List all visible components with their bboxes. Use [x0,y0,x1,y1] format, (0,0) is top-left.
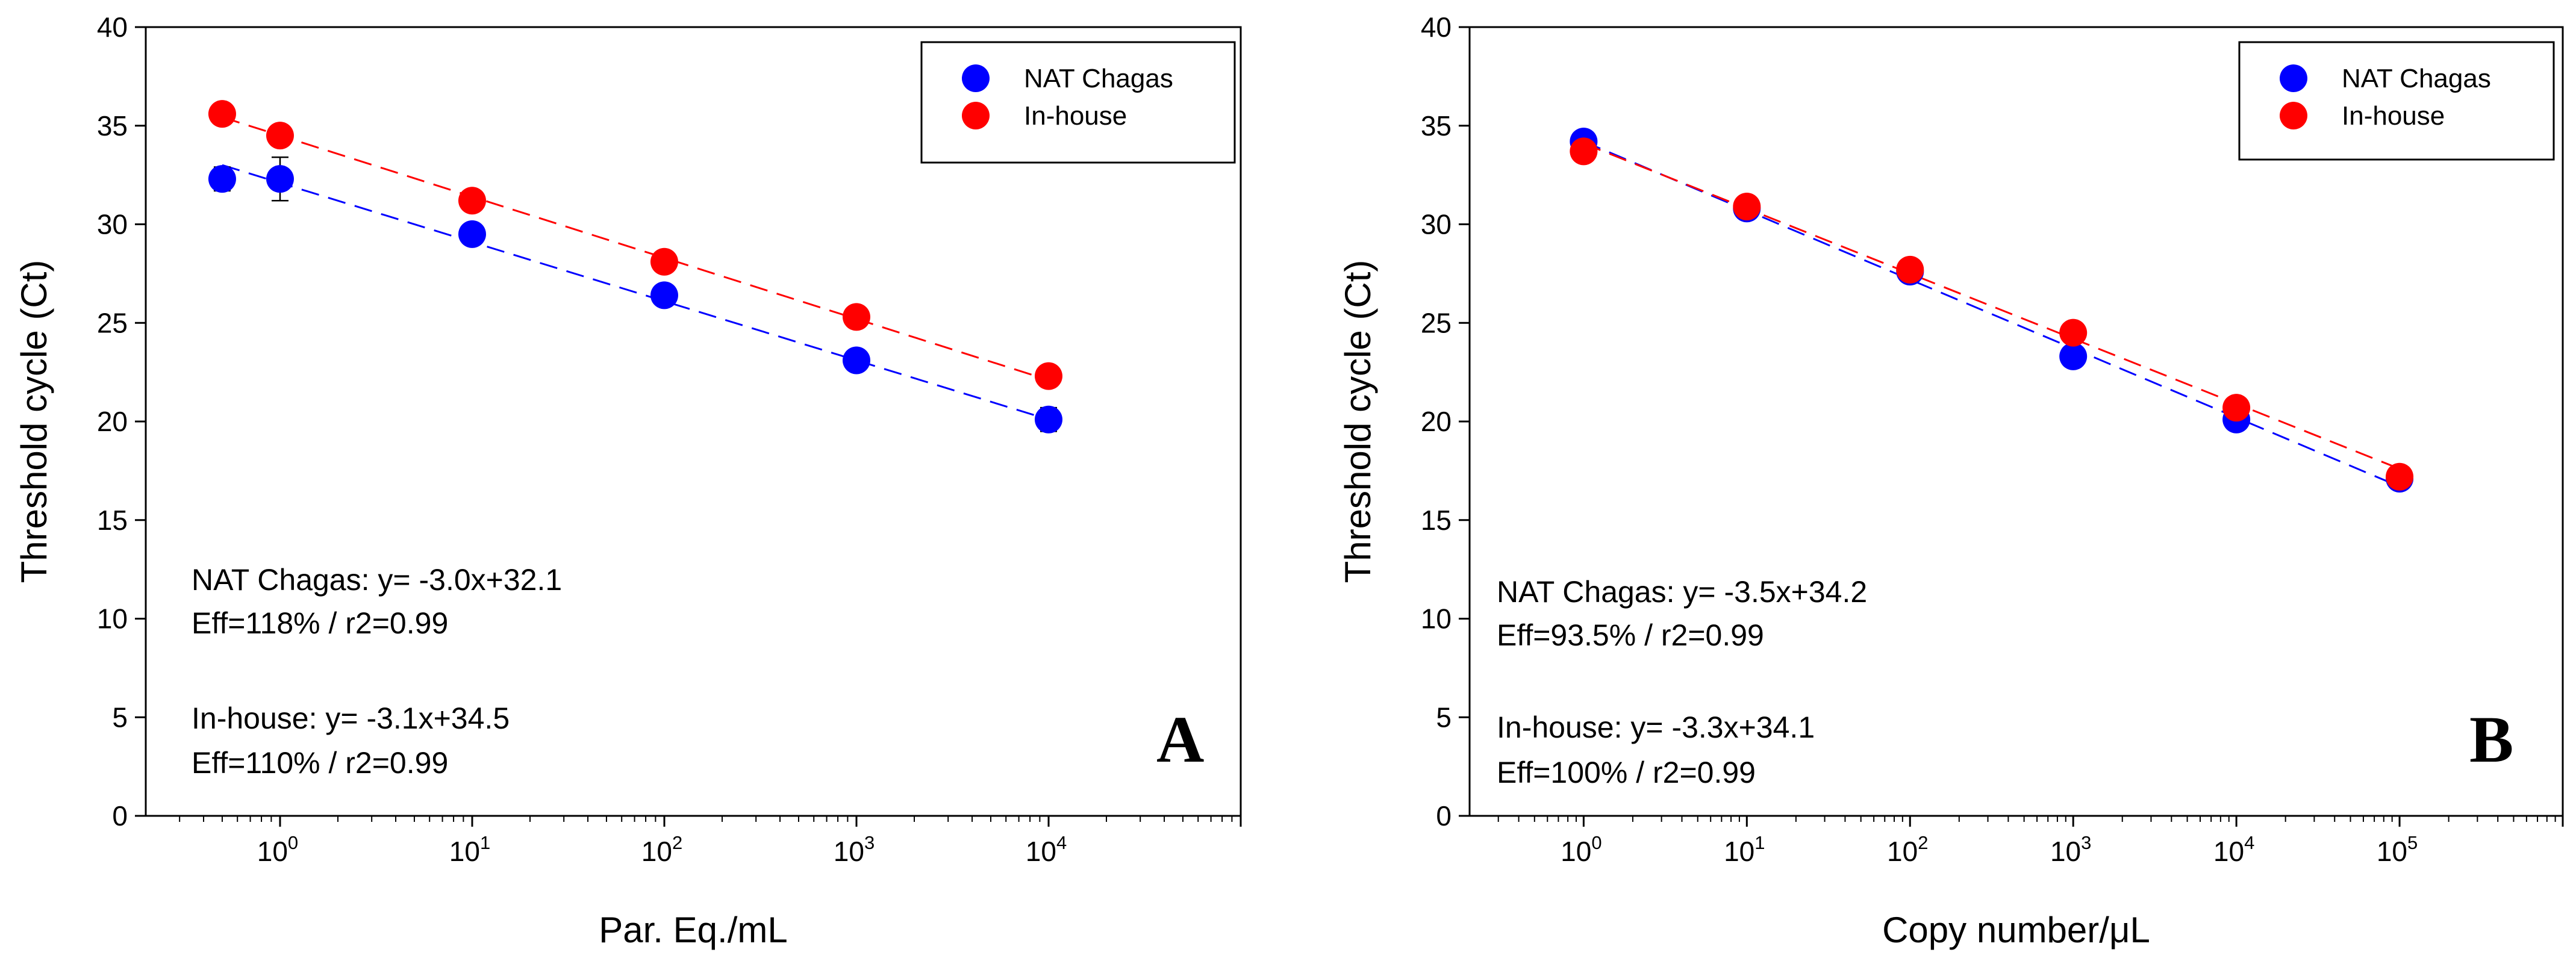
fit-line [222,164,1049,421]
y-tick-label: 40 [1421,11,1452,43]
data-point [208,165,236,193]
panel-letter: A [1156,703,1204,776]
fit-line [1583,140,2400,488]
legend-label: In-house [2342,101,2445,131]
data-point [2059,319,2088,347]
y-tick-label: 15 [97,505,128,536]
x-tick-label: 102 [641,832,682,867]
x-tick-label: 105 [2377,832,2418,867]
y-tick-label: 30 [97,209,128,240]
legend-marker [2280,64,2307,92]
data-point [1896,255,1924,284]
y-tick-label: 25 [97,307,128,338]
data-point [842,346,870,375]
y-tick-label: 40 [97,11,128,43]
x-tick-label: 100 [1561,832,1601,867]
y-axis-title: Threshold cycle (Ct) [14,260,54,583]
panel-b: 0 5 10 15 20 25 30 35 40 100 101 102 103 104 105 Copy n… [1338,11,2564,950]
panel-letter: B [2469,703,2513,776]
data-point [2059,342,2088,370]
y-tick-label: 0 [1436,800,1452,832]
y-tick-label: 15 [1421,505,1452,536]
y-tick-label: 20 [97,406,128,437]
x-tick-label: 103 [834,832,875,867]
data-point [458,187,486,215]
y-tick-label: 20 [1421,406,1452,437]
panel-a: 0 5 10 15 20 25 30 35 40 100 101 102 103 104 Par. Eq./… [14,11,1242,950]
x-tick-label: 104 [1026,832,1067,867]
x-axis-title: Copy number/μL [1882,910,2150,950]
legend-box [2238,41,2555,161]
y-tick-label: 5 [1436,701,1452,733]
x-tick-label: 104 [2213,832,2254,867]
y-tick-label: 10 [97,603,128,635]
y-tick-label: 10 [1421,603,1452,635]
data-point [842,303,870,331]
y-tick-label: 5 [112,701,128,733]
equation-label: In-house: y= -3.1x+34.5 [192,701,510,735]
x-tick-label: 103 [2050,832,2091,867]
equation-label: NAT Chagas: y= -3.5x+34.2 [1497,575,1867,609]
efficiency-label: Eff=110% / r2=0.99 [192,746,448,780]
efficiency-label: Eff=93.5% / r2=0.99 [1497,618,1764,652]
equation-label: In-house: y= -3.3x+34.1 [1497,710,1815,744]
fit-line [222,116,1049,381]
data-point [650,247,678,276]
data-point [1733,193,1761,221]
data-point [1034,405,1062,434]
legend-marker [962,102,990,129]
data-point [266,165,294,193]
y-tick-label: 25 [1421,307,1452,338]
data-point [1034,362,1062,390]
legend-label: NAT Chagas [2342,64,2491,93]
y-tick-label: 0 [112,800,128,832]
data-point [1570,137,1598,166]
data-point [208,100,236,128]
data-point [2386,462,2414,491]
efficiency-label: Eff=118% / r2=0.99 [192,606,448,640]
data-point [650,281,678,309]
data-point [458,220,486,248]
legend-label: NAT Chagas [1024,64,1173,93]
data-point [2222,394,2251,422]
y-tick-label: 30 [1421,209,1452,240]
x-tick-label: 101 [449,832,490,867]
y-tick-label: 35 [97,110,128,141]
y-tick-label: 35 [1421,110,1452,141]
x-tick-label: 101 [1724,832,1765,867]
legend-marker [2280,102,2307,129]
x-tick-label: 100 [257,832,298,867]
y-axis-title: Threshold cycle (Ct) [1338,260,1378,583]
fit-line [1583,142,2400,470]
x-tick-label: 102 [1887,832,1928,867]
data-point [266,122,294,150]
x-axis-title: Par. Eq./mL [599,910,787,950]
legend-marker [962,64,990,92]
legend-label: In-house [1024,101,1127,131]
equation-label: NAT Chagas: y= -3.0x+32.1 [192,563,562,597]
efficiency-label: Eff=100% / r2=0.99 [1497,756,1756,789]
